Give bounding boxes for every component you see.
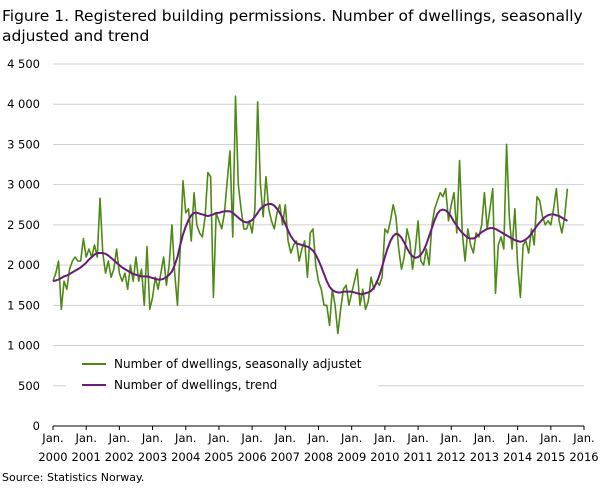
y-tick-label: 0 [33, 419, 40, 433]
x-tick-label-month: Jan. [207, 431, 229, 445]
x-tick-label-month: Jan. [373, 431, 395, 445]
x-tick-label-month: Jan. [440, 431, 462, 445]
x-tick-label-month: Jan. [406, 431, 428, 445]
y-tick-label: 4 000 [7, 97, 40, 111]
x-tick-label-year: 2012 [437, 450, 466, 464]
chart-title: Figure 1. Registered building permission… [2, 7, 583, 45]
y-tick-label: 3 500 [7, 137, 40, 151]
series-line-seasonally-adjusted [52, 95, 569, 335]
x-tick-label-year: 2015 [536, 450, 565, 464]
y-tick-label: 2 000 [7, 258, 40, 272]
x-tick-label-year: 2005 [204, 450, 233, 464]
y-tick-label: 1 500 [7, 298, 40, 312]
y-tick-label: 4 500 [7, 57, 40, 71]
x-tick-label-year: 2004 [171, 450, 200, 464]
y-tick-label: 3 000 [7, 178, 40, 192]
x-tick-label-month: Jan. [108, 431, 130, 445]
x-tick-label-month: Jan. [340, 431, 362, 445]
x-tick-label-year: 2006 [237, 450, 266, 464]
x-axis-tick-labels: Jan. 2000 Jan. 2001 Jan. 2002 Jan. 2003 Jan. 2004… [38, 431, 598, 464]
series-line-trend [52, 202, 568, 296]
x-tick-label-year: 2013 [470, 450, 499, 464]
x-tick-label-month: Jan. [141, 431, 163, 445]
legend-label-trend: Number of dwellings, trend [114, 378, 277, 392]
y-tick-label: 1 000 [7, 339, 40, 353]
x-tick-label-year: 2003 [138, 450, 167, 464]
x-tick-label-year: 2010 [370, 450, 399, 464]
legend-label-seasonally-adjusted: Number of dwellings, seasonally adjustet [114, 357, 362, 371]
x-tick-label-year: 2001 [72, 450, 101, 464]
y-tick-label: 2 500 [7, 218, 40, 232]
x-tick-label-month: Jan. [473, 431, 495, 445]
x-tick-label-year: 2007 [271, 450, 300, 464]
x-tick-label-month: Jan. [274, 431, 296, 445]
series-lines [52, 95, 569, 335]
x-tick-label-month: Jan. [539, 431, 561, 445]
x-tick-label-month: Jan. [174, 431, 196, 445]
y-axis-tick-labels: 0 500 1 000 1 500 2 000 2 500 3 000 3 500 4 000 4… [7, 57, 40, 433]
x-tick-label-month: Jan. [307, 431, 329, 445]
x-tick-label-month: Jan. [506, 431, 528, 445]
y-tick-label: 500 [18, 379, 40, 393]
x-tick-label-month: Jan. [572, 431, 594, 445]
gridlines [53, 63, 584, 387]
x-tick-label-year: 2016 [569, 450, 598, 464]
x-tick-label-month: Jan. [240, 431, 262, 445]
x-tick-label-year: 2014 [503, 450, 532, 464]
axes [52, 425, 585, 430]
legend-box [66, 350, 378, 398]
x-tick-label-year: 2002 [105, 450, 134, 464]
x-tick-label-month: Jan. [41, 431, 63, 445]
x-tick-label-year: 2011 [403, 450, 432, 464]
source-note: Source: Statistics Norway. [2, 471, 145, 484]
x-tick-label-year: 2000 [38, 450, 67, 464]
x-tick-label-month: Jan. [74, 431, 96, 445]
x-tick-label-year: 2008 [304, 450, 333, 464]
x-tick-label-year: 2009 [337, 450, 366, 464]
legend: Number of dwellings, seasonally adjustet… [66, 350, 378, 398]
